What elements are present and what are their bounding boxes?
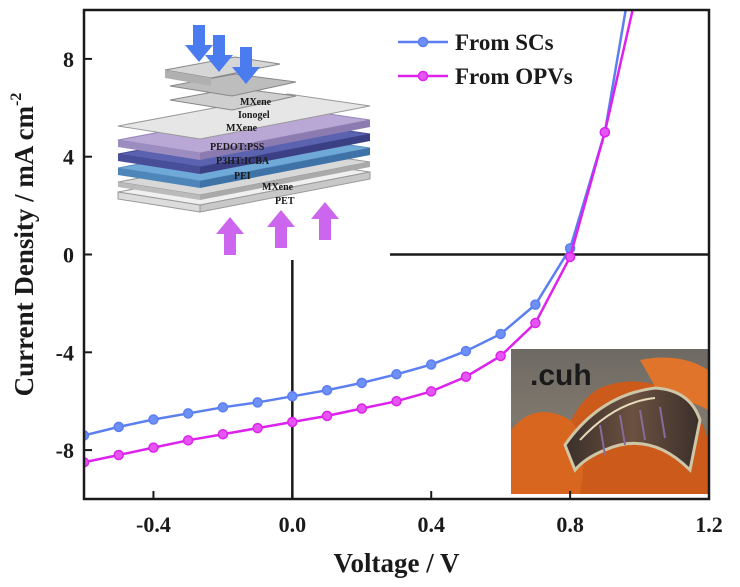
data-point-opvs bbox=[530, 317, 541, 329]
x-tick-label: 0.0 bbox=[279, 512, 307, 537]
device-stack-inset: MXene Ionogel MXene PEDOT:PSS P3HT:ICBA … bbox=[90, 15, 390, 260]
y-tick-label: -8 bbox=[56, 438, 74, 463]
data-point-scs bbox=[113, 421, 124, 433]
data-point-opvs bbox=[321, 410, 333, 422]
data-point-scs bbox=[495, 328, 506, 340]
legend: From SCs From OPVs bbox=[398, 30, 573, 89]
data-point-opvs bbox=[425, 386, 437, 397]
data-point-opvs bbox=[182, 435, 194, 446]
x-tick-label: -0.4 bbox=[136, 512, 171, 537]
y-axis-title-exponent: -2 bbox=[8, 93, 25, 106]
data-point-opvs bbox=[599, 127, 611, 138]
y-tick-label: 8 bbox=[63, 47, 74, 72]
legend-label-scs: From SCs bbox=[455, 30, 554, 55]
y-tick-label: -4 bbox=[56, 340, 74, 365]
data-point-opvs bbox=[391, 395, 402, 407]
x-axis-title: Voltage / V bbox=[333, 548, 460, 578]
data-point-scs bbox=[217, 402, 229, 413]
y-axis-title: Current Density / mA cm-2 bbox=[8, 93, 39, 397]
incident-light-arrows-bottom bbox=[216, 202, 339, 255]
data-point-scs bbox=[391, 369, 402, 380]
svg-text:.cuh: .cuh bbox=[530, 359, 592, 392]
incident-light-arrows-top bbox=[185, 25, 260, 84]
legend-marker-scs bbox=[417, 36, 429, 48]
data-point-scs bbox=[148, 414, 159, 425]
stack-label: MXene bbox=[226, 123, 258, 134]
data-point-opvs bbox=[495, 350, 506, 362]
data-point-opvs bbox=[287, 416, 298, 428]
stack-label: PEI bbox=[234, 171, 251, 182]
stack-label: Ionogel bbox=[238, 110, 270, 121]
y-tick-label: 0 bbox=[63, 243, 74, 268]
data-point-opvs bbox=[217, 428, 229, 440]
stack-label: MXene bbox=[240, 97, 272, 108]
stack-label: PET bbox=[275, 196, 295, 207]
y-axis-title-main: Current Density / mA cm bbox=[9, 105, 39, 396]
data-point-opvs bbox=[356, 403, 368, 414]
legend-label-opvs: From OPVs bbox=[455, 64, 573, 89]
stack-label: PEDOT:PSS bbox=[210, 142, 265, 153]
x-tick-label: 1.2 bbox=[695, 512, 723, 537]
data-point-scs bbox=[356, 377, 368, 389]
data-point-opvs bbox=[252, 422, 263, 434]
data-point-scs bbox=[321, 384, 333, 396]
y-tick-label: 4 bbox=[63, 145, 74, 170]
stack-label: MXene bbox=[262, 182, 294, 193]
data-point-scs bbox=[460, 345, 472, 357]
series-layer bbox=[84, 10, 634, 468]
data-point-opvs bbox=[113, 449, 124, 461]
data-point-scs bbox=[252, 397, 263, 408]
data-point-opvs bbox=[564, 251, 576, 263]
data-point-opvs bbox=[148, 442, 159, 453]
x-tick-label: 0.8 bbox=[556, 512, 584, 537]
stack-label: P3HT:ICBA bbox=[216, 156, 270, 167]
ticks-layer: -0.4 0.0 0.4 0.8 1.2 -8 -4 0 4 8 bbox=[56, 47, 723, 537]
data-point-scs bbox=[287, 391, 298, 402]
x-tick-label: 0.4 bbox=[417, 512, 445, 537]
data-point-opvs bbox=[460, 371, 472, 382]
data-point-scs bbox=[425, 359, 437, 370]
data-point-scs bbox=[530, 299, 541, 310]
flexible-device-photo: .cuh .cuhk bbox=[511, 349, 708, 494]
data-point-scs bbox=[182, 408, 194, 419]
legend-marker-opvs bbox=[417, 70, 429, 82]
